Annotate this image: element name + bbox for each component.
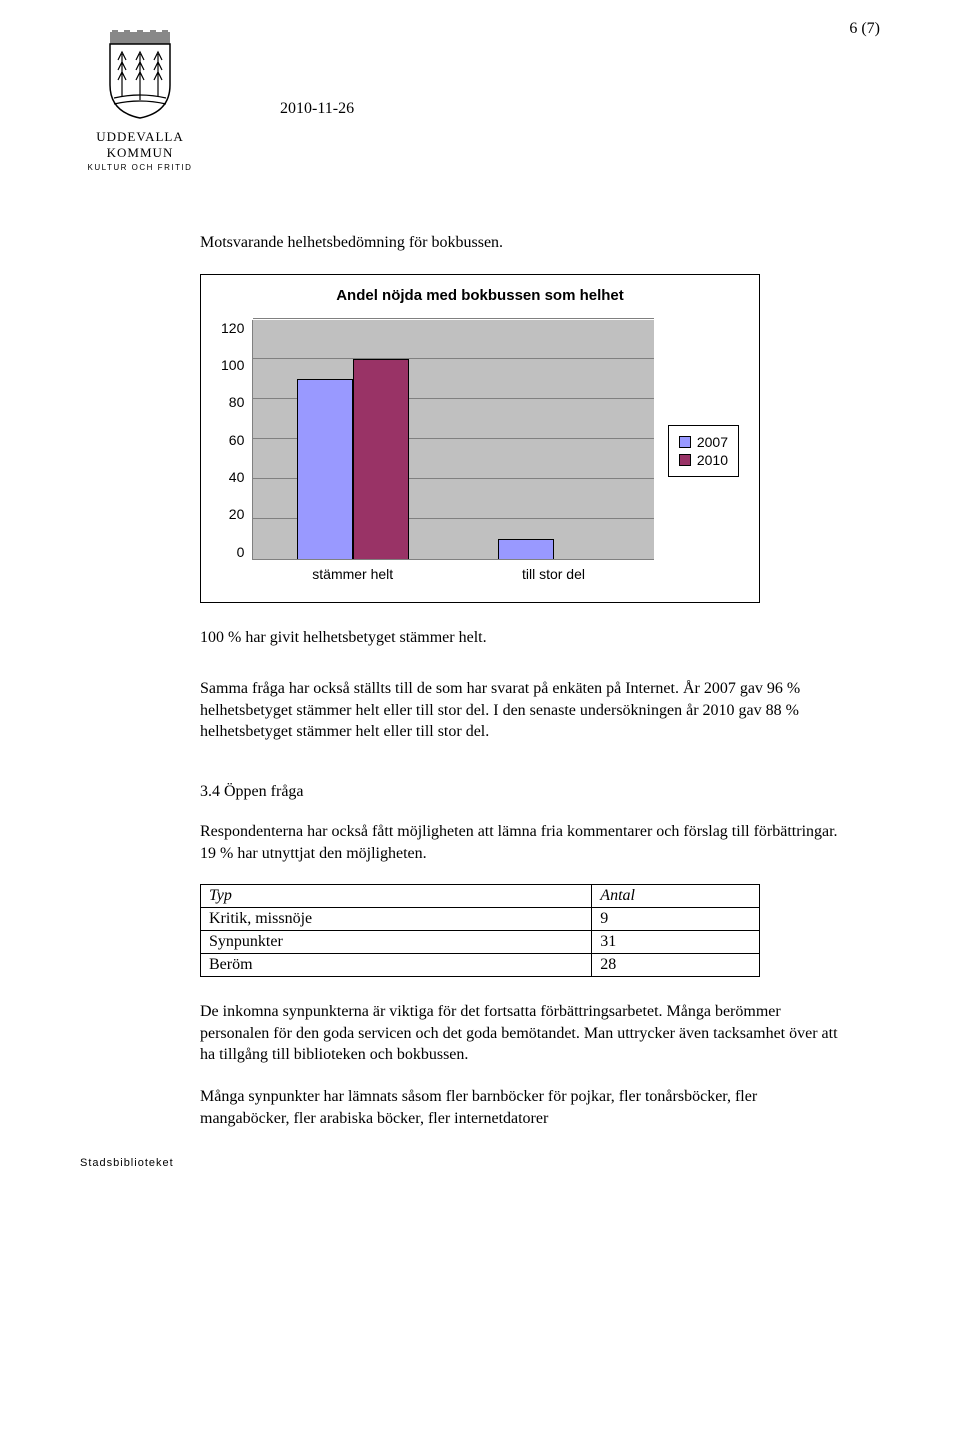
table-cell: 28 xyxy=(592,954,760,977)
table-cell: Synpunkter xyxy=(201,931,592,954)
gridline xyxy=(253,318,653,319)
table-row: Beröm28 xyxy=(201,954,760,977)
x-tick: till stor del xyxy=(453,566,654,582)
y-tick: 100 xyxy=(221,357,244,373)
legend-swatch xyxy=(679,436,691,448)
legend-item: 2010 xyxy=(679,452,728,468)
x-axis: stämmer helttill stor del xyxy=(252,566,653,582)
crest-icon xyxy=(100,30,180,125)
section-intro: Respondenterna har också fått möjlighete… xyxy=(200,821,840,864)
closing-para-2: Många synpunkter har lämnats såsom fler … xyxy=(200,1086,840,1129)
section-heading: 3.4 Öppen fråga xyxy=(200,783,840,801)
legend-label: 2007 xyxy=(697,434,728,450)
legend-swatch xyxy=(679,454,691,466)
table-row: Synpunkter31 xyxy=(201,931,760,954)
bar-group xyxy=(454,320,654,559)
footer: Stadsbiblioteket xyxy=(80,1157,174,1169)
bar xyxy=(498,539,554,559)
logo-sub-text: KULTUR OCH FRITID xyxy=(80,163,200,172)
response-table: TypAntalKritik, missnöje9Synpunkter31Ber… xyxy=(200,884,760,977)
plot-area xyxy=(252,320,653,560)
y-tick: 0 xyxy=(237,544,245,560)
chart-caption: 100 % har givit helhetsbetyget stämmer h… xyxy=(200,627,840,649)
intro-paragraph: Motsvarande helhetsbedömning för bokbuss… xyxy=(200,232,840,254)
page-number: 6 (7) xyxy=(849,20,880,38)
content-area: Motsvarande helhetsbedömning för bokbuss… xyxy=(200,232,840,1129)
bar xyxy=(297,379,353,559)
middle-paragraph: Samma fråga har också ställts till de so… xyxy=(200,678,840,743)
y-tick: 40 xyxy=(229,469,245,485)
table-row: Kritik, missnöje9 xyxy=(201,908,760,931)
table-cell: 9 xyxy=(592,908,760,931)
legend-label: 2010 xyxy=(697,452,728,468)
bar-chart: Andel nöjda med bokbussen som helhet 120… xyxy=(200,274,760,603)
y-tick: 20 xyxy=(229,506,245,522)
y-tick: 60 xyxy=(229,432,245,448)
document-date: 2010-11-26 xyxy=(280,100,354,118)
legend: 2007 2010 xyxy=(668,425,739,477)
y-tick: 80 xyxy=(229,394,245,410)
table-cell: 31 xyxy=(592,931,760,954)
table-cell: Beröm xyxy=(201,954,592,977)
y-tick: 120 xyxy=(221,320,244,336)
table-header: Antal xyxy=(592,885,760,908)
y-axis: 120 100 80 60 40 20 0 xyxy=(221,320,252,560)
org-logo: UDDEVALLA KOMMUN KULTUR OCH FRITID xyxy=(80,30,200,172)
chart-title: Andel nöjda med bokbussen som helhet xyxy=(221,287,739,304)
table-header: Typ xyxy=(201,885,592,908)
table-cell: Kritik, missnöje xyxy=(201,908,592,931)
bar-group xyxy=(253,320,453,559)
page-header: UDDEVALLA KOMMUN KULTUR OCH FRITID 2010-… xyxy=(80,30,880,172)
closing-para-1: De inkomna synpunkterna är viktiga för d… xyxy=(200,1001,840,1066)
bar xyxy=(353,359,409,559)
logo-main-text: UDDEVALLA KOMMUN xyxy=(80,129,200,161)
x-tick: stämmer helt xyxy=(252,566,453,582)
legend-item: 2007 xyxy=(679,434,728,450)
